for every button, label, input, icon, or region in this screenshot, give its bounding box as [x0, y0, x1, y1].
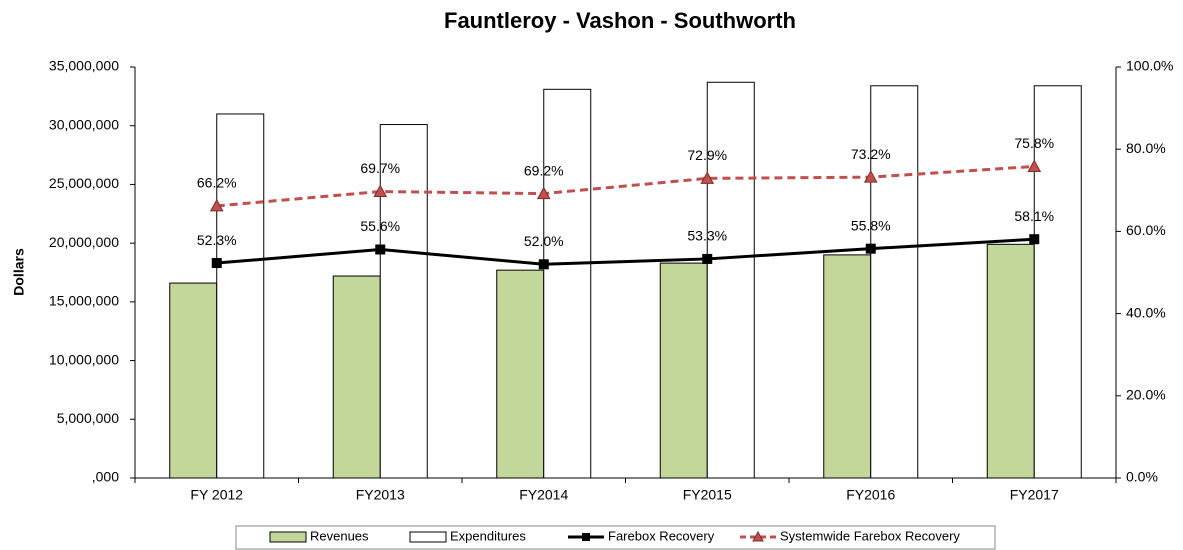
bar	[216, 113, 265, 479]
line	[216, 237, 1035, 266]
bar	[169, 282, 218, 479]
y-axis-label: Dollars	[11, 248, 27, 296]
y-tick-label: 10,000,000	[49, 351, 119, 367]
point	[373, 184, 388, 198]
legend-label: Revenues	[310, 528, 369, 543]
value-label: 69.2%	[524, 162, 564, 178]
value-label: 58.1%	[1014, 208, 1054, 224]
chart-title: Fauntleroy - Vashon - Southworth	[444, 8, 796, 33]
legend-swatch	[269, 531, 307, 543]
value-label: 73.2%	[851, 146, 891, 162]
point	[700, 171, 715, 184]
x-tick-label: FY2017	[1010, 487, 1059, 503]
y2-tick-label: 100.0%	[1126, 58, 1173, 74]
y2-tick-label: 40.0%	[1126, 304, 1166, 320]
bar	[823, 254, 872, 479]
value-label: 55.8%	[851, 217, 891, 233]
y-tick-label: 30,000,000	[49, 116, 119, 132]
value-label: 53.3%	[687, 228, 727, 244]
point	[211, 258, 222, 269]
y-tick-label: ,000	[92, 469, 119, 485]
y2-tick-label: 0.0%	[1126, 469, 1158, 485]
y-tick-label: 25,000,000	[49, 175, 119, 191]
legend-marker	[582, 533, 590, 541]
point	[702, 253, 713, 264]
value-label: 52.3%	[197, 232, 237, 248]
legend-marker	[752, 530, 764, 542]
bar	[543, 88, 592, 479]
point	[865, 243, 876, 254]
point	[375, 244, 386, 255]
y2-tick-label: 80.0%	[1126, 140, 1166, 156]
legend-swatch	[409, 531, 447, 543]
legend-label: Farebox Recovery	[608, 528, 715, 543]
x-tick-label: FY 2012	[190, 487, 243, 503]
value-label: 52.0%	[524, 233, 564, 249]
bar	[706, 81, 755, 479]
x-tick-label: FY2015	[683, 487, 732, 503]
value-label: 66.2%	[197, 175, 237, 191]
bar	[870, 85, 919, 479]
value-label: 55.6%	[360, 218, 400, 234]
x-tick-label: FY2016	[846, 487, 895, 503]
y-tick-label: 35,000,000	[49, 58, 119, 74]
value-label: 75.8%	[1014, 135, 1054, 151]
point	[536, 186, 551, 200]
point	[1029, 234, 1040, 245]
bar	[379, 124, 428, 479]
y2-tick-label: 20.0%	[1126, 387, 1166, 403]
y-tick-label: 5,000,000	[57, 410, 119, 426]
line	[216, 164, 1035, 208]
y-tick-label: 20,000,000	[49, 234, 119, 250]
value-label: 69.7%	[360, 160, 400, 176]
legend-label: Systemwide Farebox Recovery	[780, 528, 960, 543]
bar	[332, 275, 381, 479]
x-tick-label: FY2014	[519, 487, 568, 503]
point	[863, 170, 878, 183]
bar	[986, 243, 1035, 479]
bar	[659, 262, 708, 479]
y2-tick-label: 60.0%	[1126, 222, 1166, 238]
legend-label: Expenditures	[450, 528, 526, 543]
point	[538, 259, 549, 270]
x-tick-label: FY2013	[356, 487, 405, 503]
point	[1027, 159, 1042, 172]
bar	[496, 269, 545, 479]
point	[209, 198, 224, 212]
bar	[1033, 85, 1082, 479]
value-label: 72.9%	[687, 147, 727, 163]
y-tick-label: 15,000,000	[49, 293, 119, 309]
